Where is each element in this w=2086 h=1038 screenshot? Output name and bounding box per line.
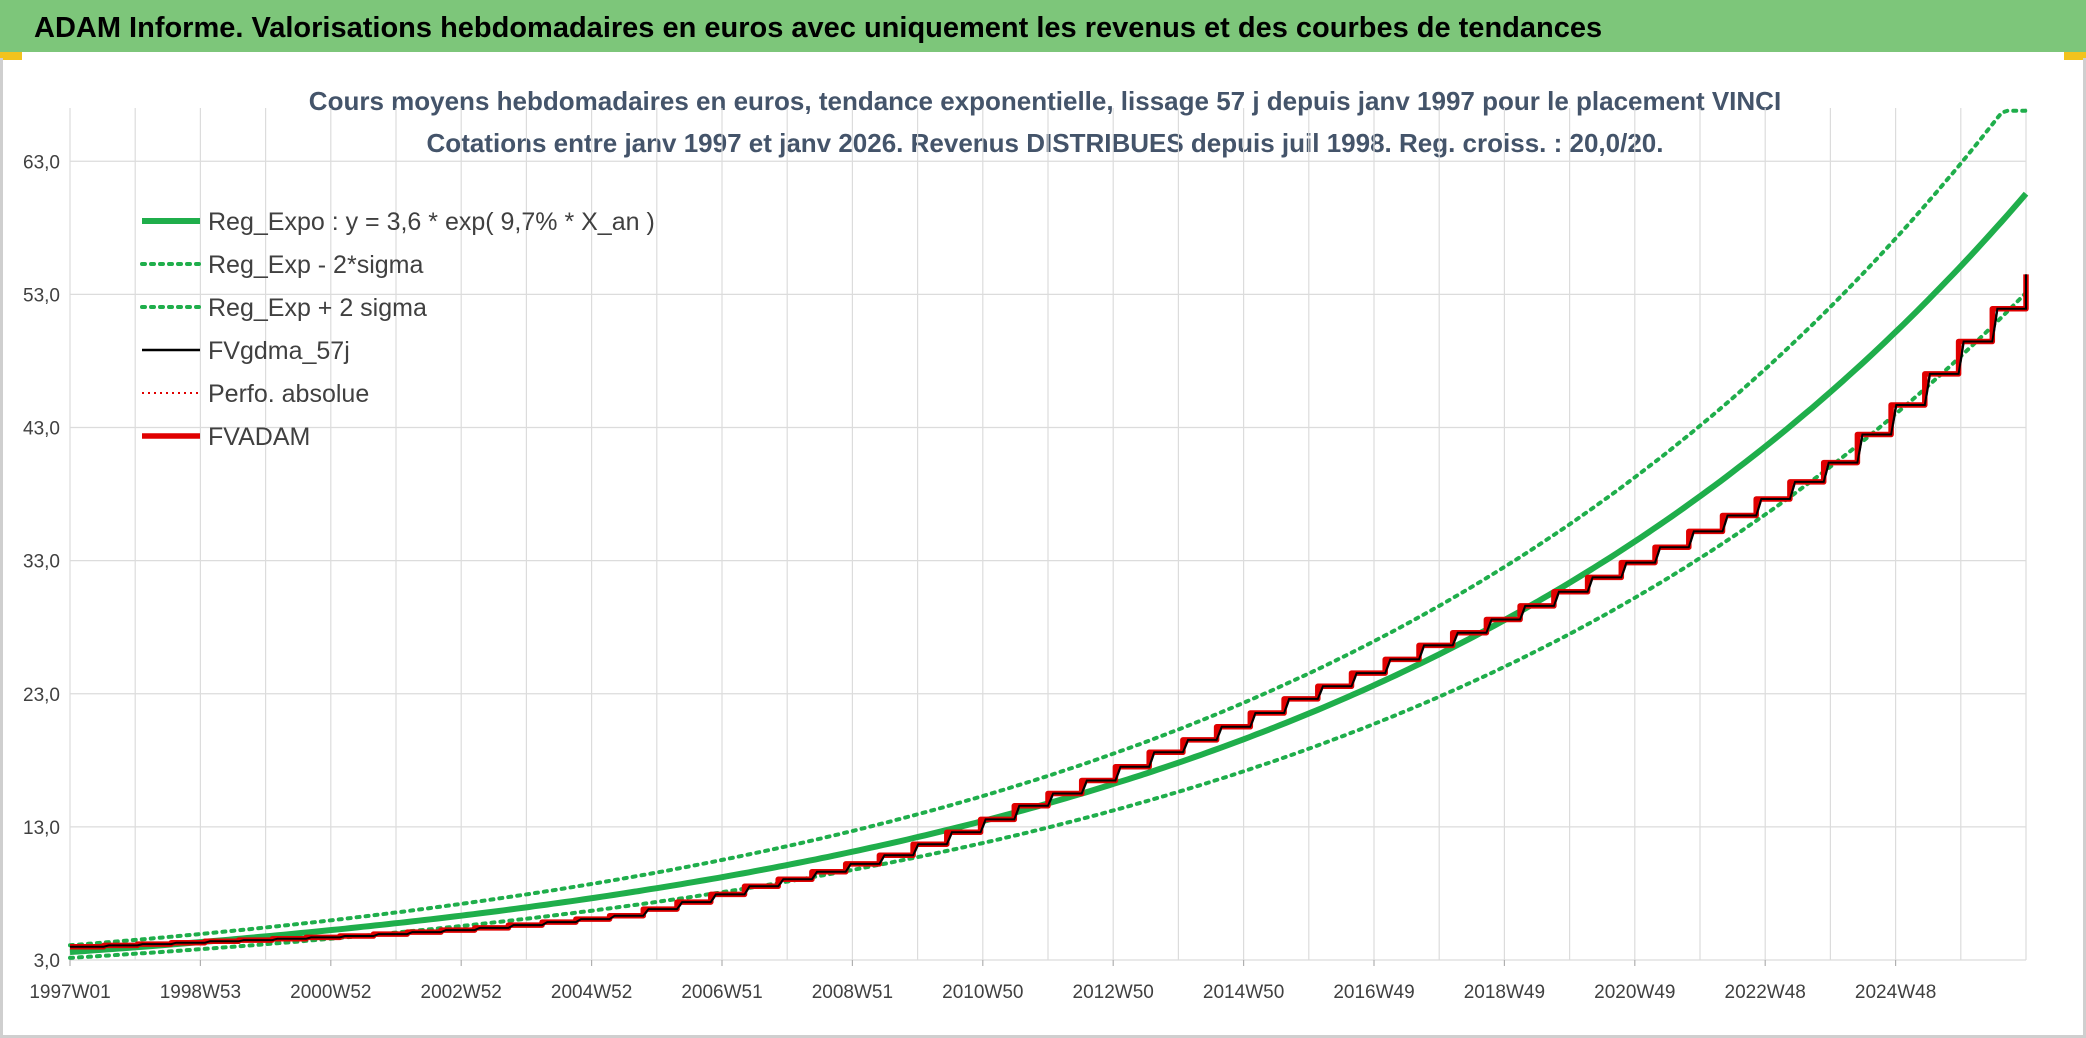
x-tick-label: 2016W49 — [1333, 982, 1414, 1003]
vertical-gridlines — [69, 108, 2027, 960]
legend-label-3: FVgdma_57j — [208, 337, 350, 365]
banner-title: ADAM Informe. Valorisations hebdomadaire… — [0, 0, 2086, 52]
fvgdma-overlay — [70, 274, 2027, 948]
series-group — [68, 108, 2029, 960]
x-tick-label: 1998W53 — [160, 982, 241, 1003]
x-tick-label: 2000W52 — [290, 982, 371, 1003]
x-tick-label: 2014W50 — [1203, 982, 1284, 1003]
chart-frame — [0, 58, 2086, 1038]
y-tick-label: 23,0 — [23, 685, 60, 706]
y-tick-label: 43,0 — [23, 419, 60, 440]
chart-title: Cours moyens hebdomadaires en euros, ten… — [309, 86, 1781, 116]
legend-label-1: Reg_Exp - 2*sigma — [208, 251, 423, 279]
x-axis-ticks: 1997W01 1998W53 2000W52 2002W52 2004W52 2006W… — [29, 960, 1936, 1003]
x-tick-label: 2008W51 — [812, 982, 893, 1003]
series-line-2 — [68, 108, 2028, 948]
chart-subtitle: Cotations entre janv 1997 et janv 2026. … — [427, 128, 1664, 158]
legend-label-0: Reg_Expo : y = 3,6 * exp( 9,7% * X_an ) — [208, 208, 655, 236]
legend-label-5: FVADAM — [208, 423, 310, 451]
x-tick-label: 2020W49 — [1594, 982, 1675, 1003]
corner-accent-right — [2064, 52, 2086, 60]
x-tick-label: 2024W48 — [1855, 982, 1936, 1003]
y-tick-label: 33,0 — [23, 552, 60, 573]
x-tick-label: 2022W48 — [1725, 982, 1806, 1003]
y-tick-label: 63,0 — [23, 152, 60, 173]
y-tick-label: 13,0 — [23, 818, 60, 839]
x-tick-label: 2010W50 — [942, 982, 1023, 1003]
legend-label-2: Reg_Exp + 2 sigma — [208, 294, 427, 322]
y-axis-ticks: 3,0 13,0 23,0 33,0 43,0 53,0 63,0 — [23, 152, 60, 972]
x-tick-label: 2002W52 — [421, 982, 502, 1003]
corner-accent-left — [0, 52, 22, 60]
x-tick-label: 1997W01 — [29, 982, 110, 1003]
x-tick-label: 2006W51 — [681, 982, 762, 1003]
y-tick-label: 3,0 — [34, 951, 60, 972]
x-tick-label: 2004W52 — [551, 982, 632, 1003]
x-tick-label: 2012W50 — [1073, 982, 1154, 1003]
legend-label-4: Perfo. absolue — [208, 380, 369, 408]
y-tick-label: 53,0 — [23, 285, 60, 306]
x-tick-label: 2018W49 — [1464, 982, 1545, 1003]
legend: Reg_Expo : y = 3,6 * exp( 9,7% * X_an ) R… — [140, 208, 655, 451]
